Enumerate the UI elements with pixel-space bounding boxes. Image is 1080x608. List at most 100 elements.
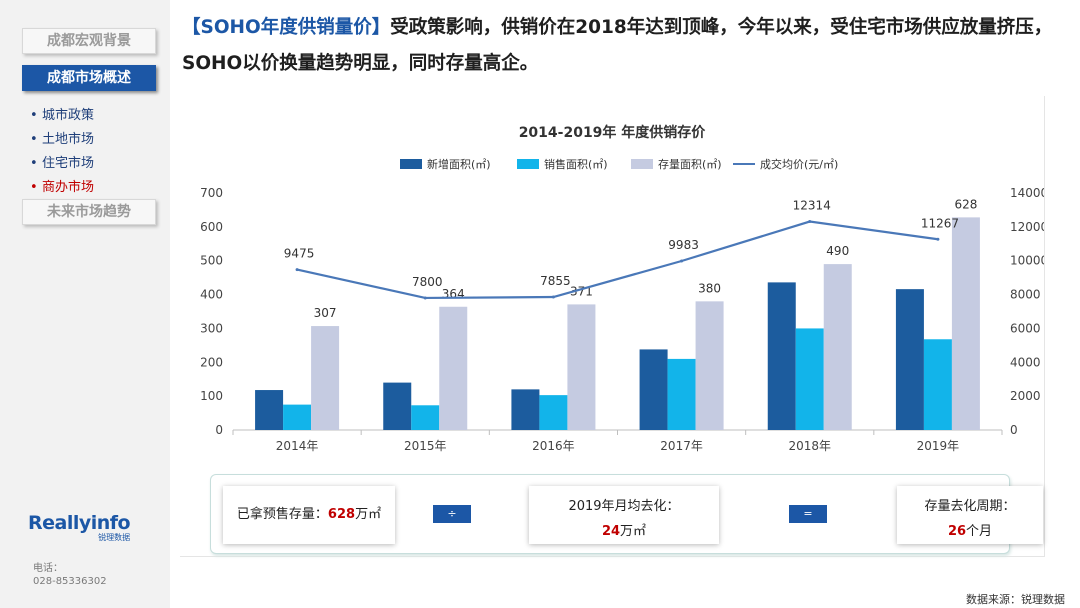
price-point <box>551 295 555 299</box>
sidebar: 成都宏观背景 成都市场概述 • 城市政策 • 土地市场 • 住宅市场 • 商办市场 未来… <box>0 0 170 608</box>
bar-sales-area <box>283 404 312 430</box>
sidebar-item-label: 商办市场 <box>42 180 95 195</box>
y-left-tick-label: 100 <box>200 389 223 403</box>
price-point <box>808 220 812 224</box>
equals-operator: = <box>789 505 827 523</box>
bullet-icon: • <box>30 132 38 147</box>
y-left-tick-label: 0 <box>215 423 223 437</box>
phone-label: 电话： <box>33 563 63 574</box>
y-left-tick-label: 200 <box>200 355 223 369</box>
legend-label: 销售面积(㎡) <box>544 157 608 171</box>
price-line <box>296 220 939 300</box>
bar-new-area <box>895 289 924 430</box>
y-right-tick-label: 4000 <box>1010 355 1041 369</box>
chart-title: 2014-2019年 年度供销存价 <box>519 124 707 141</box>
y-left-tick-label: 400 <box>200 288 223 302</box>
y-right-tick-label: 14000 <box>1010 186 1044 200</box>
y-right-tick-label: 8000 <box>1010 288 1041 302</box>
bar-sales-area <box>795 328 824 430</box>
legend-label: 存量面积(㎡) <box>658 157 722 171</box>
stock-label: 已拿预售存量： <box>236 507 328 522</box>
y-right-tick-label: 6000 <box>1010 321 1041 335</box>
bar-sales-area <box>411 405 440 430</box>
cycle-unit: 个月 <box>966 524 993 539</box>
cycle-label: 存量去化周期： <box>924 499 1016 514</box>
y-right-tick-label: 10000 <box>1010 254 1044 268</box>
legend-bar-swatch <box>517 159 539 169</box>
sidebar-item-residential-market[interactable]: • 住宅市场 <box>30 152 94 171</box>
x-tick-label: 2014年 <box>276 439 319 453</box>
bar-data-label: 307 <box>314 306 337 320</box>
headline-text: 受政策影响，供销价在2018年达到顶峰，今年以来，受住宅市场供应放量挤压，SOH… <box>182 17 1053 74</box>
x-tick-label: 2018年 <box>788 439 831 453</box>
headline-bracket: 【SOHO年度供销量价】 <box>182 17 391 38</box>
reallyinfo-logo: Reallyinfo 锐理数据 <box>28 512 131 543</box>
page-headline: 【SOHO年度供销量价】受政策影响，供销价在2018年达到顶峰，今年以来，受住宅… <box>182 10 1072 82</box>
bar-data-label: 380 <box>698 281 721 295</box>
phone-info: 电话： 028-85336302 <box>33 562 107 588</box>
legend-bar-swatch <box>631 159 653 169</box>
sidebar-item-city-policy[interactable]: • 城市政策 <box>30 104 94 123</box>
price-data-label: 11267 <box>921 216 959 230</box>
price-data-label: 12314 <box>793 199 831 213</box>
bar-stock-area <box>311 326 340 430</box>
x-tick-label: 2019年 <box>917 439 960 453</box>
price-data-label: 7855 <box>540 274 571 288</box>
y-right-tick-label: 12000 <box>1010 220 1044 234</box>
legend-label: 成交均价(元/㎡) <box>760 157 838 171</box>
logo-wordmark: Reallyinfo <box>28 512 131 534</box>
y-right-tick-label: 0 <box>1010 423 1018 437</box>
bar-sales-area <box>923 339 952 430</box>
nav-market-overview[interactable]: 成都市场概述 <box>22 65 156 91</box>
x-tick-label: 2017年 <box>660 439 703 453</box>
monthly-label: 2019年月均去化： <box>568 499 680 514</box>
bar-stock-area <box>951 217 980 430</box>
summary-panel: 已拿预售存量：628万㎡ ÷ 2019年月均去化： 24万㎡ = 存量去化周期：… <box>210 474 1043 554</box>
x-tick-label: 2016年 <box>532 439 575 453</box>
y-left-tick-label: 600 <box>200 220 223 234</box>
bar-stock-area <box>567 304 596 430</box>
bar-stock-area <box>823 264 852 430</box>
bar-new-area <box>511 389 540 430</box>
price-point <box>936 237 940 241</box>
y-left-tick-label: 700 <box>200 186 223 200</box>
price-point <box>295 268 299 272</box>
divide-operator: ÷ <box>433 505 471 523</box>
price-data-label: 9475 <box>284 247 315 261</box>
legend-bar-swatch <box>400 159 422 169</box>
bar-new-area <box>767 282 796 430</box>
y-left-tick-label: 300 <box>200 321 223 335</box>
bar-sales-area <box>667 358 696 430</box>
stock-card: 已拿预售存量：628万㎡ <box>223 486 395 544</box>
bar-data-label: 628 <box>954 197 977 211</box>
bar-stock-area <box>439 306 468 430</box>
price-data-label: 9983 <box>668 238 699 252</box>
bullet-icon: • <box>30 156 38 171</box>
price-data-label: 7800 <box>412 275 443 289</box>
bullet-icon: • <box>30 108 38 123</box>
y-left-tick-label: 500 <box>200 254 223 268</box>
sidebar-item-land-market[interactable]: • 土地市场 <box>30 128 94 147</box>
monthly-unit: 万㎡ <box>620 524 647 539</box>
cycle-card: 存量去化周期： 26个月 <box>897 486 1043 544</box>
phone-number: 028-85336302 <box>33 576 107 587</box>
stock-value: 628 <box>327 507 356 522</box>
nav-macro-background[interactable]: 成都宏观背景 <box>22 28 156 54</box>
sidebar-item-commercial-market[interactable]: • 商办市场 <box>30 176 94 195</box>
y-right-tick-label: 2000 <box>1010 389 1041 403</box>
price-point <box>680 259 684 263</box>
sidebar-item-label: 城市政策 <box>42 108 95 123</box>
bar-stock-area <box>695 301 724 430</box>
legend-label: 新增面积(㎡) <box>427 157 491 171</box>
price-point <box>423 296 427 300</box>
cycle-value: 26 <box>947 524 967 539</box>
bar-sales-area <box>539 395 568 430</box>
sidebar-item-label: 住宅市场 <box>42 156 95 171</box>
logo-subtext: 锐理数据 <box>98 533 131 542</box>
bar-new-area <box>255 390 284 430</box>
bar-data-label: 490 <box>826 244 849 258</box>
bar-new-area <box>639 349 668 430</box>
nav-future-trends[interactable]: 未来市场趋势 <box>22 199 156 225</box>
stock-unit: 万㎡ <box>355 507 382 522</box>
data-source: 数据来源：锐理数据 <box>966 593 1065 606</box>
